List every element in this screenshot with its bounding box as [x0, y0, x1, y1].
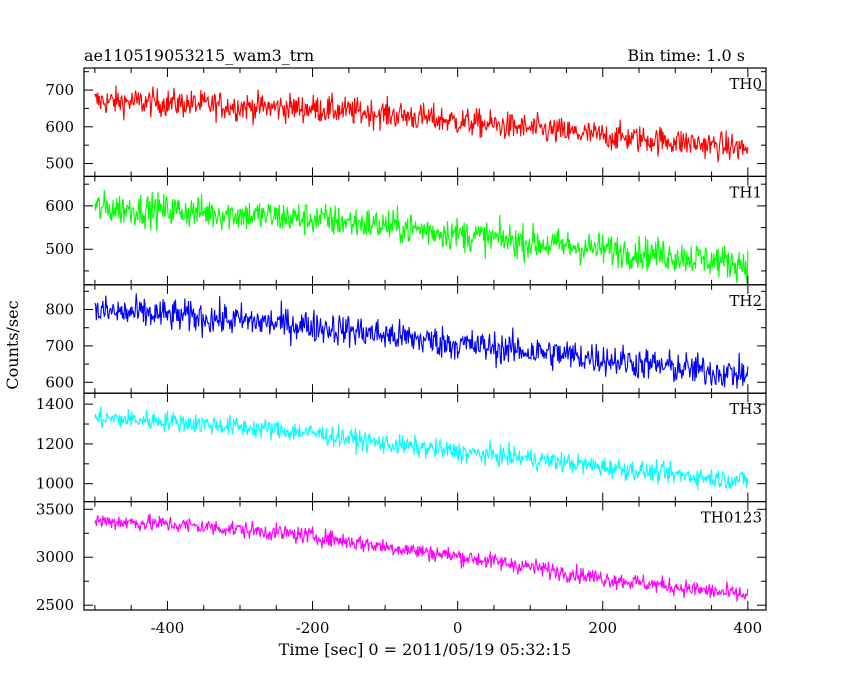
x-tick-label: 400: [734, 619, 763, 637]
series-line-th2: [94, 293, 749, 389]
panel-th0123: 2500 3000 3500 TH0123: [36, 500, 767, 614]
y-tick-label: 1400: [36, 395, 74, 413]
bin-time-label: Bin time: 1.0 s: [627, 46, 745, 65]
y-tick-label: 1000: [36, 475, 74, 493]
panels-group: 500 600 700 TH0 500 600 TH1 600 700 800 TH2 1000 120…: [36, 67, 767, 637]
series-line-th0: [94, 85, 749, 163]
y-tick-label: 600: [45, 373, 74, 391]
y-tick-label: 600: [45, 197, 74, 215]
y-axis-label: Counts/sec: [3, 300, 22, 389]
chart-title: ae110519053215_wam3_trn: [84, 46, 314, 65]
panel-th1: 500 600 TH1: [45, 175, 767, 286]
series-line-th1: [94, 189, 749, 285]
x-tick-label: 0: [453, 619, 463, 637]
panel-label-th2: TH2: [729, 292, 762, 310]
y-tick-label: 2500: [36, 596, 74, 614]
panel-label-th0123: TH0123: [701, 509, 762, 527]
y-tick-label: 3500: [36, 500, 74, 518]
y-tick-label: 500: [45, 155, 74, 173]
y-tick-label: 500: [45, 240, 74, 258]
y-tick-label: 600: [45, 118, 74, 136]
panel-label-th1: TH1: [729, 183, 762, 201]
panel-th3: 1000 1200 1400 TH3: [36, 392, 767, 503]
panel-label-th3: TH3: [729, 400, 762, 418]
y-tick-label: 700: [45, 337, 74, 355]
panel-label-th0: TH0: [729, 75, 762, 93]
panel-frame-th0123: [83, 501, 767, 611]
panel-th0: 500 600 700 TH0: [45, 67, 767, 178]
y-tick-label: 1200: [36, 435, 74, 453]
x-tick-label: -200: [296, 619, 330, 637]
series-line-th0123: [94, 513, 749, 602]
y-tick-label: 700: [45, 81, 74, 99]
x-tick-label: -400: [151, 619, 185, 637]
series-line-th3: [94, 406, 749, 491]
x-tick-label: 200: [588, 619, 617, 637]
panel-frame-th0: [83, 67, 767, 178]
y-tick-label: 3000: [36, 548, 74, 566]
panel-th2: 600 700 800 TH2: [45, 284, 767, 394]
x-axis-label: Time [sec] 0 = 2011/05/19 05:32:15: [279, 640, 572, 659]
y-tick-label: 800: [45, 301, 74, 319]
